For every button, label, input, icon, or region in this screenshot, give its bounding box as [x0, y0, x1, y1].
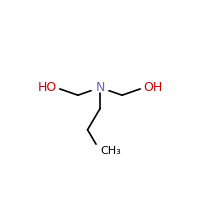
Text: CH₃: CH₃ — [100, 146, 121, 156]
Text: N: N — [95, 81, 105, 94]
Ellipse shape — [141, 82, 164, 93]
Text: OH: OH — [143, 81, 162, 94]
Ellipse shape — [36, 82, 59, 93]
Ellipse shape — [87, 145, 113, 157]
Ellipse shape — [90, 83, 110, 92]
Text: HO: HO — [38, 81, 57, 94]
